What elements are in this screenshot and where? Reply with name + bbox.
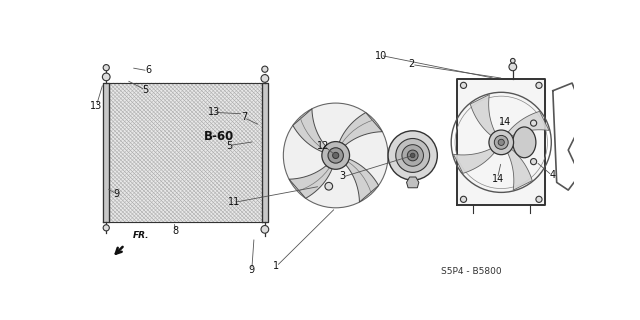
Polygon shape (458, 79, 545, 205)
Circle shape (328, 148, 344, 163)
Polygon shape (262, 83, 268, 222)
Circle shape (322, 141, 349, 169)
Circle shape (103, 225, 109, 231)
Polygon shape (289, 165, 332, 198)
Text: 10: 10 (374, 51, 387, 61)
Polygon shape (293, 109, 326, 152)
Circle shape (333, 152, 339, 158)
Polygon shape (507, 111, 549, 137)
Text: S5P4 - B5800: S5P4 - B5800 (440, 267, 501, 276)
Text: 6: 6 (145, 65, 151, 76)
Polygon shape (109, 83, 262, 222)
Circle shape (103, 65, 109, 71)
Circle shape (396, 139, 429, 172)
Text: 2: 2 (409, 59, 415, 69)
Circle shape (536, 82, 542, 88)
Text: 5: 5 (227, 140, 232, 151)
Text: 7: 7 (241, 112, 247, 122)
Circle shape (536, 196, 542, 203)
Text: 9: 9 (113, 188, 119, 199)
Text: 3: 3 (340, 172, 346, 181)
Circle shape (261, 75, 269, 82)
Text: 8: 8 (172, 226, 179, 236)
Polygon shape (339, 113, 382, 145)
Polygon shape (406, 177, 419, 188)
Text: FR.: FR. (132, 231, 149, 240)
Circle shape (262, 66, 268, 72)
Circle shape (531, 158, 537, 165)
Text: 4: 4 (549, 170, 556, 180)
Circle shape (498, 139, 504, 145)
Text: 14: 14 (492, 174, 504, 184)
Circle shape (284, 103, 388, 208)
Circle shape (511, 59, 515, 63)
Circle shape (531, 120, 537, 126)
Circle shape (509, 63, 516, 71)
Circle shape (261, 226, 269, 233)
Text: 13: 13 (207, 107, 220, 117)
Circle shape (494, 135, 508, 149)
Polygon shape (103, 83, 109, 222)
Circle shape (460, 82, 467, 88)
Text: 12: 12 (317, 140, 329, 151)
Text: 13: 13 (90, 101, 102, 111)
Polygon shape (453, 148, 495, 173)
Polygon shape (470, 94, 495, 136)
Text: 14: 14 (499, 117, 511, 127)
Circle shape (489, 130, 513, 155)
Polygon shape (346, 159, 379, 202)
Circle shape (102, 73, 110, 81)
Circle shape (407, 150, 418, 161)
Polygon shape (507, 148, 532, 190)
Text: 11: 11 (228, 197, 241, 207)
Ellipse shape (513, 127, 536, 158)
Text: 9: 9 (248, 265, 255, 275)
Circle shape (388, 131, 437, 180)
Circle shape (325, 182, 333, 190)
Circle shape (410, 153, 415, 158)
Text: B-60: B-60 (204, 131, 234, 143)
Circle shape (460, 196, 467, 203)
Text: 1: 1 (273, 261, 279, 271)
Text: 5: 5 (143, 85, 148, 95)
Circle shape (402, 145, 424, 166)
